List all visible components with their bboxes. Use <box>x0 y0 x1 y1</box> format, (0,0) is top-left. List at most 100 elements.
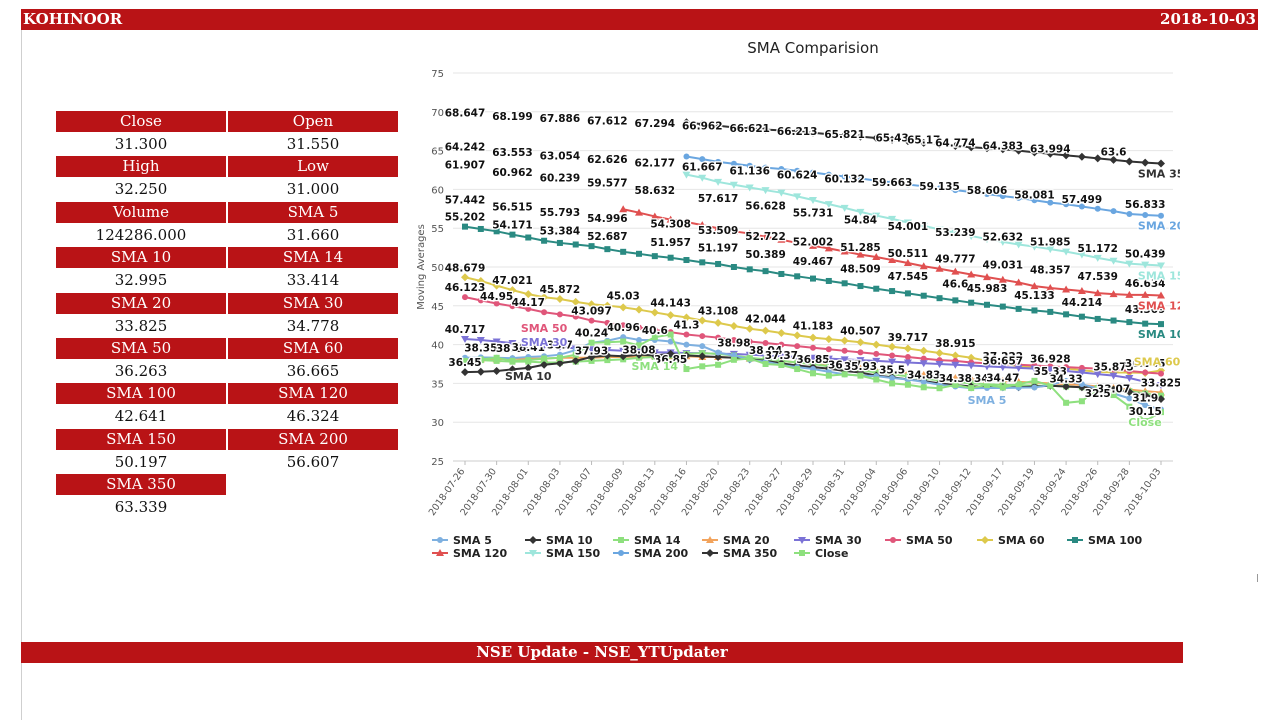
point-sma-5 <box>1126 395 1133 402</box>
footer-bar: NSE Update - NSE_YTUpdater <box>21 642 1183 663</box>
point-close <box>1015 381 1022 388</box>
point-sma-50 <box>1126 367 1133 374</box>
point-sma-100 <box>1047 308 1054 315</box>
data-label: 44.214 <box>1062 297 1103 309</box>
y-tick-label: 25 <box>431 457 444 468</box>
point-sma-200 <box>1126 210 1133 217</box>
point-sma-30 <box>840 356 849 364</box>
point-close <box>1158 409 1164 416</box>
data-label: 34.83 <box>907 370 940 382</box>
point-sma-120 <box>983 273 991 281</box>
point-sma-50 <box>636 324 642 331</box>
stat-sma-10: SMA 10 32.995 <box>56 247 226 292</box>
point-sma-100 <box>873 285 880 292</box>
point-sma-30 <box>1141 378 1150 386</box>
data-label: 38.7 <box>547 340 573 352</box>
data-label: 43.097 <box>571 306 612 318</box>
point-sma-30 <box>1046 366 1055 374</box>
point-sma-30 <box>492 338 501 346</box>
data-label: 34.4 <box>974 373 1000 385</box>
data-label: 35.93 <box>844 361 877 373</box>
point-close <box>1126 403 1133 410</box>
point-sma-150 <box>1077 251 1086 259</box>
point-sma-100 <box>1094 315 1101 322</box>
point-sma-60 <box>508 286 517 295</box>
data-label: 51.957 <box>650 237 691 249</box>
point-sma-100 <box>746 266 753 273</box>
point-sma-200 <box>1078 203 1085 210</box>
legend-label: Close <box>815 547 848 560</box>
stat-value: 31.550 <box>286 135 340 153</box>
point-sma-120 <box>872 253 881 261</box>
point-close <box>889 380 896 387</box>
point-sma-120 <box>809 241 817 249</box>
point-sma-200 <box>873 177 880 184</box>
point-sma-5 <box>699 343 706 350</box>
data-label: 67.886 <box>540 113 581 125</box>
stat-label: SMA 350 <box>56 474 226 496</box>
point-sma-200 <box>762 164 769 171</box>
y-tick-label: 65 <box>431 147 444 158</box>
point-sma-350 <box>714 121 723 130</box>
point-sma-200 <box>699 156 706 163</box>
data-label: 40.24 <box>575 328 608 340</box>
point-close <box>730 356 737 363</box>
data-label: 36.85 <box>654 354 687 366</box>
point-close <box>1047 382 1054 389</box>
point-sma-150 <box>793 193 802 201</box>
point-close <box>1031 377 1038 384</box>
data-label: 58.081 <box>1014 189 1055 201</box>
point-sma-100 <box>588 243 595 250</box>
legend-marker <box>436 549 444 556</box>
point-sma-60 <box>635 305 643 314</box>
data-label: 35.5 <box>879 365 905 377</box>
data-label: 33.825 <box>1141 378 1180 390</box>
data-label: 43.309 <box>1125 304 1166 316</box>
point-sma-150 <box>1062 248 1071 256</box>
data-label: 61.907 <box>445 160 486 172</box>
data-label: 65.17 <box>907 134 940 146</box>
point-sma-150 <box>998 238 1007 246</box>
point-sma-120 <box>840 247 849 255</box>
data-label: 36.85 <box>796 354 829 366</box>
legend-marker <box>529 550 537 557</box>
point-close <box>715 361 722 368</box>
legend-label: SMA 10 <box>546 534 593 547</box>
point-sma-100 <box>477 225 484 232</box>
point-sma-30 <box>508 340 517 348</box>
point-sma-10 <box>508 365 517 374</box>
data-label: 45.03 <box>607 291 640 303</box>
data-label: 53.384 <box>540 226 581 238</box>
data-label: 54.996 <box>587 213 628 225</box>
point-sma-50 <box>889 352 896 359</box>
point-sma-350 <box>919 138 928 147</box>
data-label: 54.171 <box>492 220 533 232</box>
point-sma-100 <box>1078 313 1085 320</box>
data-label: 59.577 <box>587 178 628 190</box>
point-sma-50 <box>762 340 769 347</box>
point-sma-350 <box>983 144 991 153</box>
point-sma-100 <box>778 270 785 277</box>
data-label: 36.17 <box>828 359 861 371</box>
point-sma-150 <box>888 215 897 223</box>
point-sma-5 <box>889 374 896 381</box>
data-label: 44.95 <box>480 291 513 303</box>
y-tick-label: 60 <box>431 185 444 196</box>
point-sma-10 <box>555 359 564 368</box>
point-sma-10 <box>635 350 643 359</box>
point-sma-60 <box>745 324 754 333</box>
point-sma-50 <box>794 343 801 350</box>
point-sma-350 <box>761 125 770 134</box>
data-label: 46.634 <box>1125 278 1166 290</box>
data-label: 50.511 <box>888 248 929 260</box>
point-sma-30 <box>1157 382 1165 390</box>
point-sma-120 <box>793 238 802 246</box>
stat-low: Low 31.000 <box>228 156 398 201</box>
stat-value: 31.300 <box>114 135 168 153</box>
point-sma-5 <box>572 347 579 354</box>
data-label: 38.04 <box>749 345 782 357</box>
stat-label: SMA 14 <box>228 247 398 269</box>
stat-value: 32.250 <box>114 180 168 199</box>
data-label: 58.632 <box>635 185 676 197</box>
data-label: 62.626 <box>587 154 628 166</box>
